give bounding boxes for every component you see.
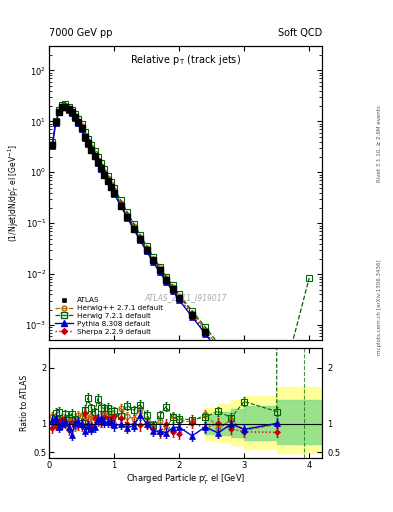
Text: Soft QCD: Soft QCD [278,28,322,38]
Legend: ATLAS, Herwig++ 2.7.1 default, Herwig 7.2.1 default, Pythia 8.308 default, Sherp: ATLAS, Herwig++ 2.7.1 default, Herwig 7.… [53,295,165,337]
Text: Relative $\mathrm{p_T}$ (track jets): Relative $\mathrm{p_T}$ (track jets) [130,53,241,68]
Text: 7000 GeV pp: 7000 GeV pp [49,28,113,38]
Text: Rivet 3.1.10, ≥ 2.6M events: Rivet 3.1.10, ≥ 2.6M events [377,105,382,182]
Text: ATLAS_2011_I919017: ATLAS_2011_I919017 [145,293,227,302]
X-axis label: Charged Particle $\mathrm{p}^{r}_{T}$ el [GeV]: Charged Particle $\mathrm{p}^{r}_{T}$ el… [126,473,245,487]
Text: mcplots.cern.ch [arXiv:1306.3436]: mcplots.cern.ch [arXiv:1306.3436] [377,260,382,355]
Y-axis label: (1/Njet)dN/dp$^{r}_{T}$ el [GeV$^{-1}$]: (1/Njet)dN/dp$^{r}_{T}$ el [GeV$^{-1}$] [6,144,21,242]
Y-axis label: Ratio to ATLAS: Ratio to ATLAS [20,375,29,431]
